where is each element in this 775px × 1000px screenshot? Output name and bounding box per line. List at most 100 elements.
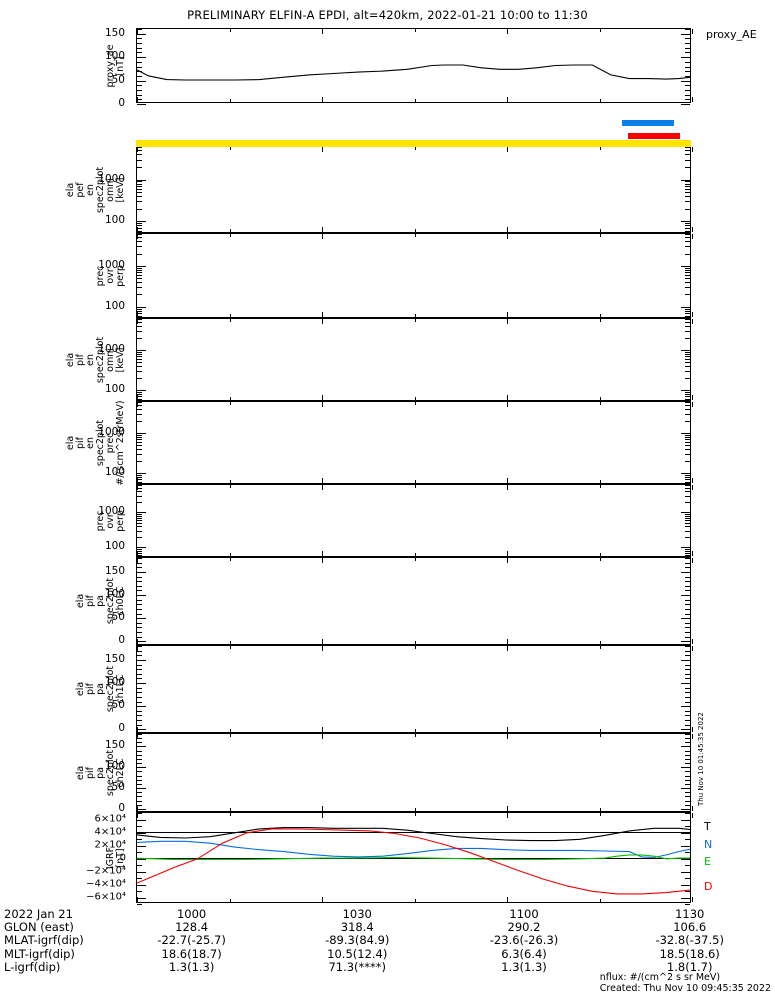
y-tick — [685, 476, 690, 478]
x-tick — [599, 397, 601, 400]
y-tick — [685, 272, 690, 274]
x-tick — [507, 402, 508, 407]
y-tick — [685, 664, 690, 666]
y-tick — [137, 353, 142, 355]
y-tick — [685, 783, 690, 785]
x-tick — [599, 558, 601, 561]
x-tick — [137, 806, 138, 811]
y-tick — [685, 673, 690, 675]
y-tick — [685, 865, 690, 866]
y-tick — [685, 501, 690, 503]
y-axis-label: 50 — [111, 73, 125, 86]
y-tick — [685, 479, 690, 481]
y-tick — [685, 517, 690, 519]
y-tick — [685, 223, 690, 225]
axis-title-line: #/(scm^2strMeV) — [115, 399, 126, 486]
x-tick — [692, 227, 693, 232]
y-tick — [137, 858, 146, 860]
y-tick — [137, 746, 146, 748]
y-tick — [137, 845, 146, 847]
y-tick — [137, 166, 142, 168]
y-tick — [137, 104, 146, 105]
x-tick — [322, 734, 323, 739]
y-tick — [685, 632, 690, 634]
y-tick — [685, 227, 690, 229]
cell-time-1: 1030 — [342, 907, 372, 921]
axis-title-line: perp — [115, 264, 126, 287]
y-tick — [685, 552, 690, 554]
y-tick — [681, 729, 690, 731]
y-tick — [685, 581, 690, 583]
panel-pef-en-omni — [136, 146, 693, 235]
table-row: 2022 Jan 21 1000 1030 1100 1130 — [4, 907, 772, 921]
x-tick — [322, 234, 323, 239]
x-tick — [414, 485, 416, 488]
x-tick — [599, 813, 601, 816]
y-tick — [137, 52, 142, 54]
x-tick — [229, 899, 231, 902]
series-line-E — [137, 854, 690, 861]
y-tick — [685, 434, 690, 436]
x-tick — [692, 402, 693, 407]
y-tick — [685, 52, 690, 54]
y-tick — [137, 687, 142, 689]
y-tick — [137, 664, 142, 666]
y-tick — [685, 515, 690, 517]
y-tick — [137, 485, 142, 486]
y-tick — [685, 282, 690, 284]
page-title: PRELIMINARY ELFIN-A EPDI, alt=420km, 202… — [187, 8, 588, 22]
y-tick — [137, 362, 142, 364]
row-label-l: L-igrf(dip) — [4, 959, 61, 974]
x-tick — [692, 319, 693, 324]
y-tick — [681, 389, 690, 391]
table-row: MLT-igrf(dip) 18.6(18.7) 10.5(12.4) 6.3(… — [4, 947, 772, 961]
y-tick — [137, 729, 146, 731]
y-tick — [137, 750, 142, 752]
x-tick — [507, 97, 508, 102]
x-tick — [137, 734, 138, 739]
reference-line — [136, 831, 691, 833]
y-tick — [137, 491, 142, 493]
y-tick — [137, 476, 142, 478]
y-tick — [685, 269, 690, 271]
y-tick — [685, 287, 690, 289]
y-tick — [137, 269, 142, 271]
x-tick — [137, 478, 138, 483]
x-tick — [229, 558, 231, 561]
y-axis-label: 100 — [104, 382, 125, 395]
y-tick — [137, 188, 142, 190]
y-tick — [137, 237, 142, 239]
y-axis-label: 0 — [119, 852, 126, 863]
y-tick — [137, 208, 142, 210]
y-tick — [685, 181, 690, 183]
y-tick — [137, 365, 142, 367]
y-tick — [685, 183, 690, 185]
y-tick — [681, 884, 690, 886]
y-tick — [685, 398, 690, 400]
y-tick — [137, 223, 142, 225]
y-tick — [137, 734, 142, 735]
y-tick — [137, 308, 142, 310]
y-tick — [685, 567, 690, 569]
y-tick — [681, 641, 690, 643]
y-tick — [681, 788, 690, 790]
y-tick — [137, 398, 142, 400]
y-tick — [137, 313, 142, 315]
x-tick — [692, 485, 693, 490]
y-tick — [685, 599, 690, 601]
y-tick — [137, 391, 142, 393]
y-tick — [685, 608, 690, 610]
y-tick — [681, 512, 690, 514]
x-tick — [507, 478, 508, 483]
y-tick — [137, 891, 142, 892]
y-tick — [685, 742, 690, 744]
cell-time-2: 1100 — [509, 907, 539, 921]
x-tick — [692, 558, 693, 563]
y-tick — [685, 710, 690, 712]
y-tick — [137, 754, 142, 756]
y-tick — [685, 491, 690, 493]
y-tick — [681, 179, 690, 181]
y-tick — [681, 618, 690, 620]
y-tick — [137, 393, 142, 395]
y-tick — [685, 613, 690, 615]
